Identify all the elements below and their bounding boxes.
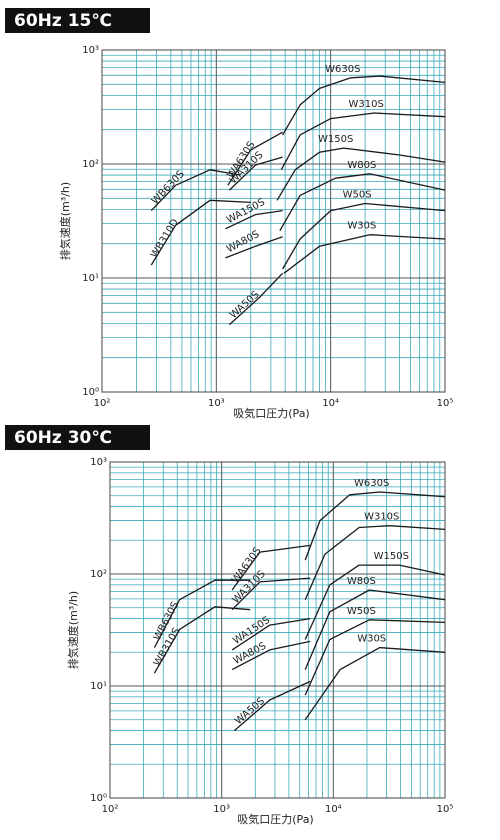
curve <box>282 202 446 270</box>
y-tick-label: 10² <box>90 569 107 580</box>
curve <box>304 491 446 561</box>
y-tick-label: 10² <box>82 159 99 170</box>
y-tick-label: 10¹ <box>90 681 107 692</box>
curve <box>150 199 251 266</box>
curve <box>233 680 311 732</box>
curve-label: W150S <box>318 134 353 145</box>
curve-label: W50S <box>343 190 372 201</box>
x-tick-label: 10⁵ <box>437 804 454 815</box>
x-tick-label: 10² <box>102 804 119 815</box>
x-axis-label: 吸気口圧力(Pa) <box>233 406 309 420</box>
curve-label: W630S <box>325 64 360 75</box>
y-tick-label: 10¹ <box>82 273 99 284</box>
plot-frame <box>101 49 446 393</box>
curve-label: W80S <box>347 576 376 587</box>
y-tick-label: 10³ <box>90 457 107 468</box>
curve-label: W30S <box>347 221 376 232</box>
curve <box>276 147 446 201</box>
curve <box>225 236 283 259</box>
curve <box>228 156 283 191</box>
curve <box>231 640 311 671</box>
curve <box>283 234 446 274</box>
y-axis-label: 排気速度(m³/h) <box>58 182 72 260</box>
header-box <box>5 425 150 450</box>
curve-label: W30S <box>357 634 386 645</box>
chart-title: 60Hz 15℃ <box>14 11 112 31</box>
y-axis-label: 排気速度(m³/h) <box>66 591 80 669</box>
curve <box>227 131 283 186</box>
y-tick-label: 10⁰ <box>90 793 107 804</box>
curve <box>153 606 251 674</box>
curve-label: W630S <box>354 478 389 489</box>
curve-label: WA50S <box>233 696 267 727</box>
plot-frame <box>109 461 446 799</box>
x-tick-label: 10³ <box>213 804 230 815</box>
curve <box>304 564 446 640</box>
curve <box>153 579 251 648</box>
x-tick-label: 10⁴ <box>325 804 342 815</box>
curve <box>231 617 311 651</box>
curve <box>282 75 446 136</box>
curve <box>304 525 446 600</box>
curve-label: W80S <box>347 160 376 171</box>
x-axis-label: 吸気口圧力(Pa) <box>237 812 313 826</box>
curve <box>304 589 446 670</box>
curve-label: WA50S <box>228 289 262 321</box>
y-tick-label: 10³ <box>82 45 99 56</box>
curve-label: WA150S <box>231 615 272 647</box>
curve-label: W310S <box>348 99 383 110</box>
curve <box>280 112 446 171</box>
y-tick-label: 10⁰ <box>82 387 99 398</box>
chart-title: 60Hz 30℃ <box>14 428 112 448</box>
curve <box>279 173 446 232</box>
curve <box>304 619 446 696</box>
curve <box>150 169 240 212</box>
header-box <box>5 8 150 33</box>
curve <box>231 577 311 611</box>
x-tick-label: 10² <box>94 398 111 409</box>
curve <box>231 544 311 591</box>
x-tick-label: 10⁴ <box>322 398 339 409</box>
curve-label: W150S <box>374 551 409 562</box>
x-tick-label: 10⁵ <box>437 398 454 409</box>
curve-label: W310S <box>364 512 399 523</box>
curve <box>304 646 446 721</box>
curve <box>225 209 283 230</box>
curve <box>228 272 284 326</box>
x-tick-label: 10³ <box>208 398 225 409</box>
curve-label: W50S <box>347 606 376 617</box>
curve-label: WB630S <box>150 169 187 207</box>
